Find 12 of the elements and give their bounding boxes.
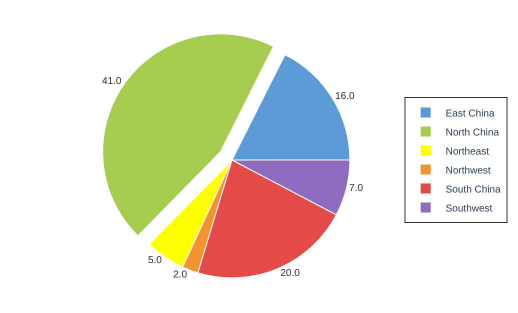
data-label: 41.0 [102, 76, 122, 87]
data-label: 20.0 [280, 268, 300, 279]
legend-label: Northwest [446, 165, 491, 176]
data-label: 7.0 [349, 183, 364, 194]
legend-label: North China [446, 127, 500, 138]
data-label: 2.0 [173, 270, 188, 281]
legend-label: Southwest [446, 203, 493, 214]
legend-label: South China [446, 184, 502, 196]
legend-label: East China [446, 108, 495, 120]
legend-label: Northeast [446, 146, 490, 158]
data-label: 5.0 [148, 255, 162, 266]
data-label: 16.0 [335, 91, 355, 102]
